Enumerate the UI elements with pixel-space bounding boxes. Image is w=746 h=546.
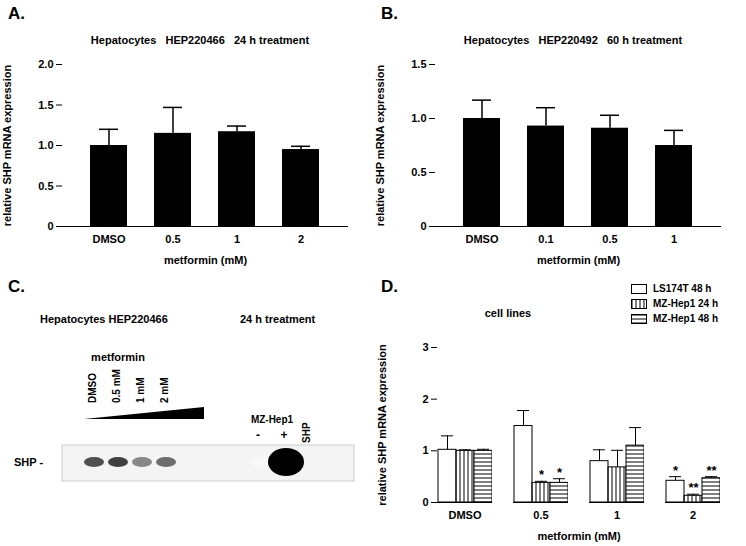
- html-text:C.: C.: [8, 277, 25, 296]
- svg-text:0.5: 0.5: [38, 180, 53, 192]
- svg-text:0.5: 0.5: [411, 166, 426, 178]
- svg-text:DMSO: DMSO: [93, 233, 126, 245]
- svg-text:SHP: SHP: [301, 422, 312, 443]
- html-text:LS174T 48 h: LS174T 48 h: [653, 283, 712, 294]
- svg-text:2: 2: [690, 509, 696, 521]
- svg-text:**: **: [688, 480, 699, 495]
- svg-text:**: **: [706, 463, 717, 478]
- svg-text:2.0: 2.0: [38, 58, 53, 70]
- svg-text:MZ-Hep1: MZ-Hep1: [251, 414, 294, 425]
- svg-text:DMSO: DMSO: [466, 233, 499, 245]
- svg-text:0.5 mM: 0.5 mM: [111, 369, 122, 403]
- svg-text:1.0: 1.0: [411, 112, 426, 124]
- svg-text:2 mM: 2 mM: [159, 377, 170, 403]
- svg-text:*: *: [539, 467, 545, 482]
- svg-text:2: 2: [422, 393, 428, 405]
- svg-text:relative SHP mRNA expression: relative SHP mRNA expression: [1, 65, 13, 227]
- svg-text:3: 3: [422, 341, 428, 353]
- svg-text:Hepatocytes HEP220466: Hepatocytes HEP220466: [40, 313, 168, 325]
- svg-text:0.1: 0.1: [538, 233, 553, 245]
- svg-text:*: *: [673, 463, 679, 478]
- svg-text:0: 0: [47, 220, 53, 232]
- svg-text:metformin (mM): metformin (mM): [164, 254, 247, 266]
- svg-text:relative SHP mRNA expression: relative SHP mRNA expression: [374, 65, 386, 227]
- html-text:MZ-Hep1 48 h: MZ-Hep1 48 h: [653, 313, 718, 324]
- svg-text:DMSO: DMSO: [449, 509, 482, 521]
- svg-text:metformin (mM): metformin (mM): [537, 254, 620, 266]
- html-text:B.: B.: [381, 4, 398, 23]
- html-text:cell lines: cell lines: [484, 307, 532, 319]
- svg-text:0.5: 0.5: [533, 509, 548, 521]
- svg-text:0: 0: [422, 496, 428, 508]
- svg-text:2: 2: [298, 233, 304, 245]
- svg-text:SHP -: SHP -: [14, 456, 43, 468]
- html-text:MZ-Hep1 24 h: MZ-Hep1 24 h: [653, 298, 718, 309]
- svg-text:1.5: 1.5: [411, 58, 426, 70]
- svg-text:metformin (mM): metformin (mM): [537, 530, 620, 542]
- html-text:Hepatocytes HEP220492 60 h tre: Hepatocytes HEP220492 60 h treatment: [463, 34, 683, 46]
- html-text:D.: D.: [381, 277, 398, 296]
- svg-text:relative SHP mRNA expression: relative SHP mRNA expression: [376, 344, 388, 506]
- svg-text:-: -: [256, 428, 260, 442]
- svg-text:1: 1: [671, 233, 677, 245]
- svg-text:1: 1: [614, 509, 620, 521]
- svg-text:0.5: 0.5: [165, 233, 180, 245]
- svg-text:metformin: metformin: [91, 351, 145, 363]
- svg-text:1.0: 1.0: [38, 139, 53, 151]
- svg-text:*: *: [557, 465, 563, 480]
- html-text:A.: A.: [8, 4, 25, 23]
- html-text:Hepatocytes HEP220466 24 h tre: Hepatocytes HEP220466 24 h treatment: [90, 34, 310, 46]
- svg-text:+: +: [280, 428, 287, 442]
- svg-text:DMSO: DMSO: [87, 373, 98, 403]
- svg-text:1: 1: [422, 444, 428, 456]
- svg-text:0: 0: [420, 220, 426, 232]
- svg-text:0.5: 0.5: [602, 233, 617, 245]
- svg-text:1: 1: [234, 233, 240, 245]
- svg-text:1.5: 1.5: [38, 99, 53, 111]
- svg-text:24 h treatment: 24 h treatment: [240, 313, 316, 325]
- svg-text:1 mM: 1 mM: [135, 377, 146, 403]
